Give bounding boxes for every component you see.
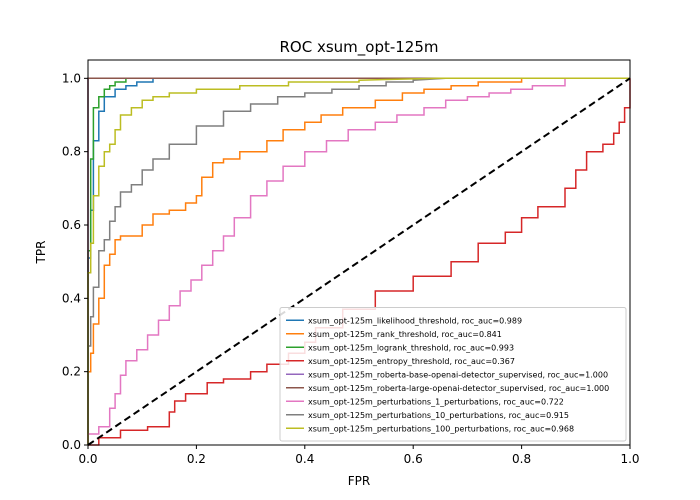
legend-label: xsum_opt-125m_roberta-base-openai-detect… [308,370,608,379]
x-tick-label: 0.2 [187,452,206,466]
legend: xsum_opt-125m_likelihood_threshold, roc_… [279,307,627,442]
x-axis-label: FPR [348,474,370,488]
y-tick-label: 1.0 [62,71,81,85]
series-line-8 [87,77,630,445]
x-tick-label: 0.8 [512,452,531,466]
y-tick-label: 0.2 [62,365,81,379]
legend-label: xsum_opt-125m_entropy_threshold, roc_auc… [308,357,515,366]
x-axis: 0.0 0.2 0.4 0.6 0.8 1.0 [78,445,640,466]
chance-diagonal-line [87,77,631,446]
y-tick-label: 0.4 [62,291,81,305]
legend-label: xsum_opt-125m_perturbations_1_perturbati… [308,397,564,406]
x-tick-label: 1.0 [620,452,639,466]
legend-label: xsum_opt-125m_roberta-large-openai-detec… [308,384,609,393]
legend-label: xsum_opt-125m_likelihood_threshold, roc_… [308,316,522,325]
legend-label: xsum_opt-125m_rank_threshold, roc_auc=0.… [308,330,502,339]
legend-label: xsum_opt-125m_perturbations_10_perturbat… [308,411,569,420]
x-tick-label: 0.0 [78,452,97,466]
y-tick-label: 0.6 [62,218,81,232]
x-tick-label: 0.4 [295,452,314,466]
x-tick-label: 0.6 [404,452,423,466]
y-axis: 0.0 0.2 0.4 0.6 0.8 1.0 [62,71,88,452]
legend-box [279,307,627,442]
series-line-2 [87,77,441,445]
y-tick-label: 0.8 [62,145,81,159]
chart-title: ROC xsum_opt-125m [279,38,438,57]
legend-label: xsum_opt-125m_perturbations_100_perturba… [308,424,574,433]
series-line-6 [87,77,630,445]
series-line-1 [87,77,630,445]
y-tick-label: 0.0 [62,438,81,452]
y-axis-label: TPR [34,241,48,265]
legend-label: xsum_opt-125m_logrank_threshold, roc_auc… [308,343,514,352]
series-line-7 [87,77,630,445]
plot-frame [87,59,631,446]
